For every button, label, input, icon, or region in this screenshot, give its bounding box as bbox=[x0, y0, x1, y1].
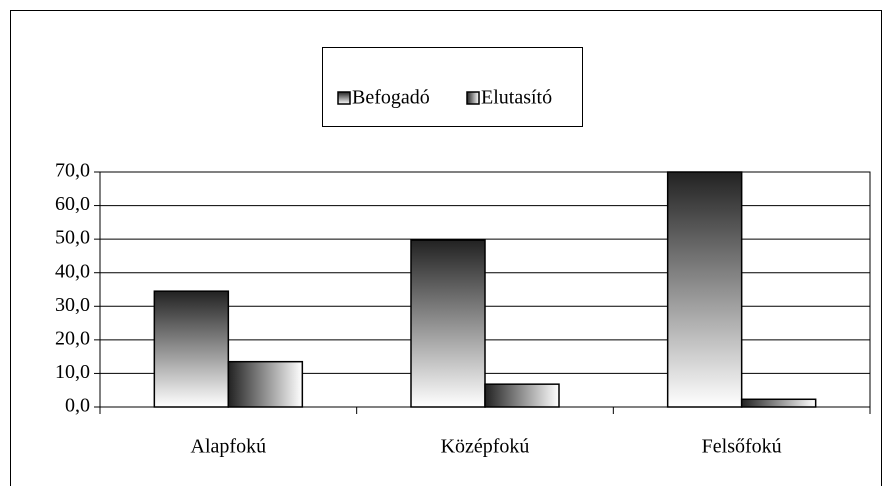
bar bbox=[227, 360, 304, 408]
bar bbox=[153, 290, 230, 408]
bar bbox=[666, 171, 743, 408]
legend-label: Befogadó bbox=[352, 87, 430, 109]
legend-label: Elutasító bbox=[481, 87, 552, 109]
y-tick-label: 60,0 bbox=[55, 193, 90, 215]
x-tick-label: Középfokú bbox=[441, 436, 530, 458]
y-tick-label: 50,0 bbox=[55, 227, 90, 249]
x-tick-label: Felsőfokú bbox=[702, 436, 782, 458]
legend-box bbox=[322, 47, 583, 127]
y-tick-label: 20,0 bbox=[55, 327, 90, 349]
bar bbox=[740, 398, 817, 408]
chart-frame bbox=[10, 10, 882, 486]
y-tick-label: 40,0 bbox=[55, 260, 90, 282]
bar bbox=[410, 239, 486, 408]
y-tick-label: 30,0 bbox=[55, 294, 90, 316]
bar bbox=[484, 383, 560, 408]
x-tick-label: Alapfokú bbox=[191, 436, 267, 458]
legend-swatch bbox=[466, 91, 480, 105]
y-tick-label: 70,0 bbox=[55, 160, 90, 182]
y-tick-label: 0,0 bbox=[65, 395, 90, 417]
y-tick-label: 10,0 bbox=[55, 361, 90, 383]
legend-swatch bbox=[337, 91, 351, 105]
